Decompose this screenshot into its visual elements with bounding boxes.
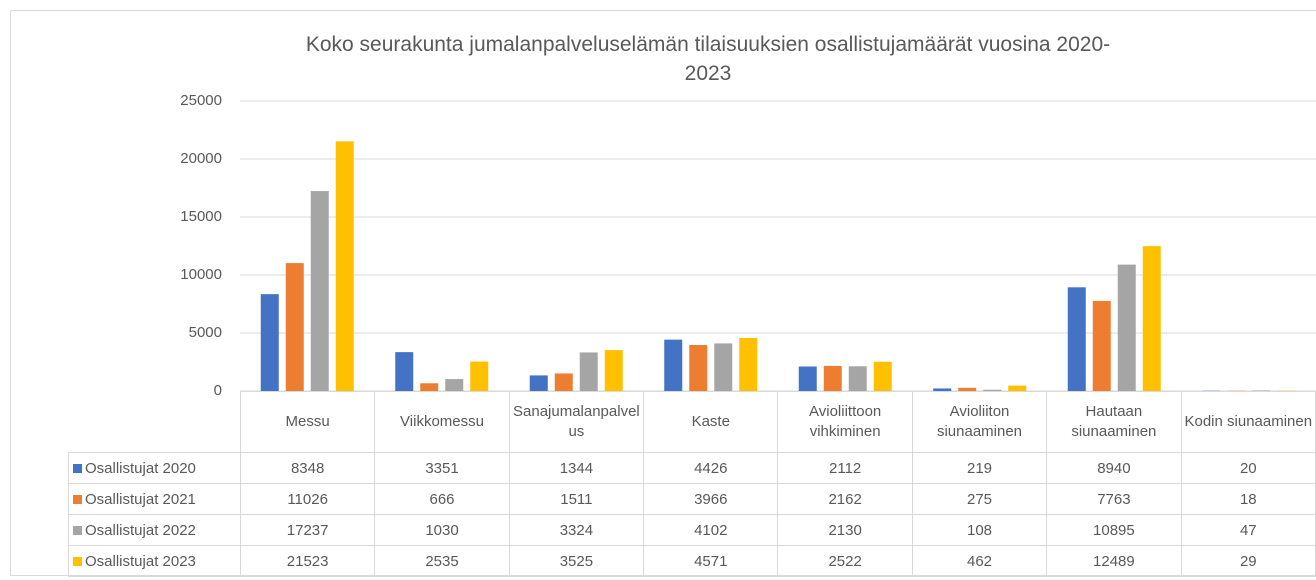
bar: [1252, 390, 1271, 391]
legend-entry: Osallistujat 2020: [68, 452, 241, 484]
bar: [1142, 246, 1161, 391]
y-tick-label: 15000: [180, 208, 222, 225]
table-value: 17237: [239, 514, 376, 546]
bar: [579, 352, 598, 391]
bar: [554, 373, 573, 391]
table-value: 2112: [777, 452, 913, 484]
table-value: 3966: [643, 483, 779, 515]
y-tick-label: 0: [214, 382, 222, 399]
legend-label: Osallistujat 2020: [85, 459, 196, 477]
bar: [983, 389, 1002, 391]
table-value: 462: [911, 545, 1048, 577]
x-tick-label: Sanajumalanpalvelus: [508, 391, 645, 453]
bar: [848, 366, 867, 391]
legend-key: [73, 556, 82, 566]
legend-entry: Osallistujat 2022: [68, 514, 241, 546]
legend-entry: Osallistujat 2023: [68, 545, 241, 577]
bar: [739, 337, 758, 391]
bar: [420, 383, 439, 391]
table-value: 1511: [508, 483, 645, 515]
table-value: 10895: [1046, 514, 1182, 546]
bar: [1008, 385, 1027, 391]
bar: [689, 344, 708, 391]
legend-key: [73, 525, 82, 535]
table-value: 18: [1180, 483, 1316, 515]
y-tick-label: 5000: [189, 324, 222, 341]
table-value: 4102: [643, 514, 779, 546]
table-row: Osallistujat 2022 17237 1030 3324 4102 2130 10…: [68, 514, 1316, 546]
table-value: 12489: [1046, 545, 1182, 577]
table-corner: [68, 391, 241, 453]
bar: [260, 294, 279, 391]
bar: [395, 352, 414, 391]
table-value: 21523: [239, 545, 376, 577]
table-value: 47: [1180, 514, 1316, 546]
y-tick-label: 10000: [180, 266, 222, 283]
table-value: 1030: [374, 514, 510, 546]
bar: [1117, 264, 1136, 391]
x-tick-label: Avioliittoon vihkiminen: [777, 391, 913, 453]
data-table: Messu Viikkomessu Sanajumalanpalvelus Kaste…: [68, 391, 1316, 577]
bar: [310, 191, 329, 391]
legend-label: Osallistujat 2021: [85, 490, 196, 508]
table-value: 8348: [239, 452, 376, 484]
x-tick-label: Messu: [239, 391, 376, 453]
bar: [335, 141, 354, 391]
table-value: 275: [911, 483, 1048, 515]
bar: [933, 388, 952, 391]
table-value: 1344: [508, 452, 645, 484]
table-value: 219: [911, 452, 1048, 484]
table-value: 7763: [1046, 483, 1182, 515]
table-value: 2162: [777, 483, 913, 515]
bar: [798, 366, 817, 391]
bar: [958, 387, 977, 391]
bar: [285, 263, 304, 391]
table-value: 666: [374, 483, 510, 515]
table-value: 2522: [777, 545, 913, 577]
x-tick-label: Kodin siunaaminen: [1180, 391, 1316, 453]
legend-key: [73, 463, 82, 473]
legend-label: Osallistujat 2022: [85, 521, 196, 539]
bar: [1067, 287, 1086, 391]
x-tick-label: Viikkomessu: [374, 391, 510, 453]
table-row: Osallistujat 2020 8348 3351 1344 4426 2112 219…: [68, 452, 1316, 484]
legend-label: Osallistujat 2023: [85, 552, 196, 570]
bar: [823, 365, 842, 391]
table-value: 8940: [1046, 452, 1182, 484]
x-tick-label: Kaste: [643, 391, 779, 453]
bar: [664, 339, 683, 391]
legend-key: [73, 494, 82, 504]
y-tick-label: 20000: [180, 150, 222, 167]
table-value: 20: [1180, 452, 1316, 484]
x-tick-label: Avioliiton siunaaminen: [911, 391, 1048, 453]
bar: [1092, 300, 1111, 391]
chart-title: Koko seurakunta jumalanpalveluselämän ti…: [305, 33, 1111, 85]
table-value: 3351: [374, 452, 510, 484]
table-value: 4571: [643, 545, 779, 577]
table-row: Osallistujat 2021 11026 666 1511 3966 2162 275…: [68, 483, 1316, 515]
y-tick-label: 25000: [180, 92, 222, 109]
table-value: 2130: [777, 514, 913, 546]
table-value: 3324: [508, 514, 645, 546]
table-value: 108: [911, 514, 1048, 546]
bar: [873, 361, 892, 391]
table-header-row: Messu Viikkomessu Sanajumalanpalvelus Kaste…: [68, 391, 1316, 453]
table-row: Osallistujat 2023 21523 2535 3525 4571 2522 46…: [68, 545, 1316, 577]
table-value: 11026: [239, 483, 376, 515]
bar: [445, 379, 464, 391]
bar: [604, 350, 623, 391]
table-value: 3525: [508, 545, 645, 577]
table-value: 29: [1180, 545, 1316, 577]
bar: [529, 375, 548, 391]
table-value: 4426: [643, 452, 779, 484]
legend-entry: Osallistujat 2021: [68, 483, 241, 515]
bar: [470, 361, 489, 391]
table-value: 2535: [374, 545, 510, 577]
x-tick-label: Hautaan siunaaminen: [1046, 391, 1182, 453]
bar: [714, 343, 733, 391]
